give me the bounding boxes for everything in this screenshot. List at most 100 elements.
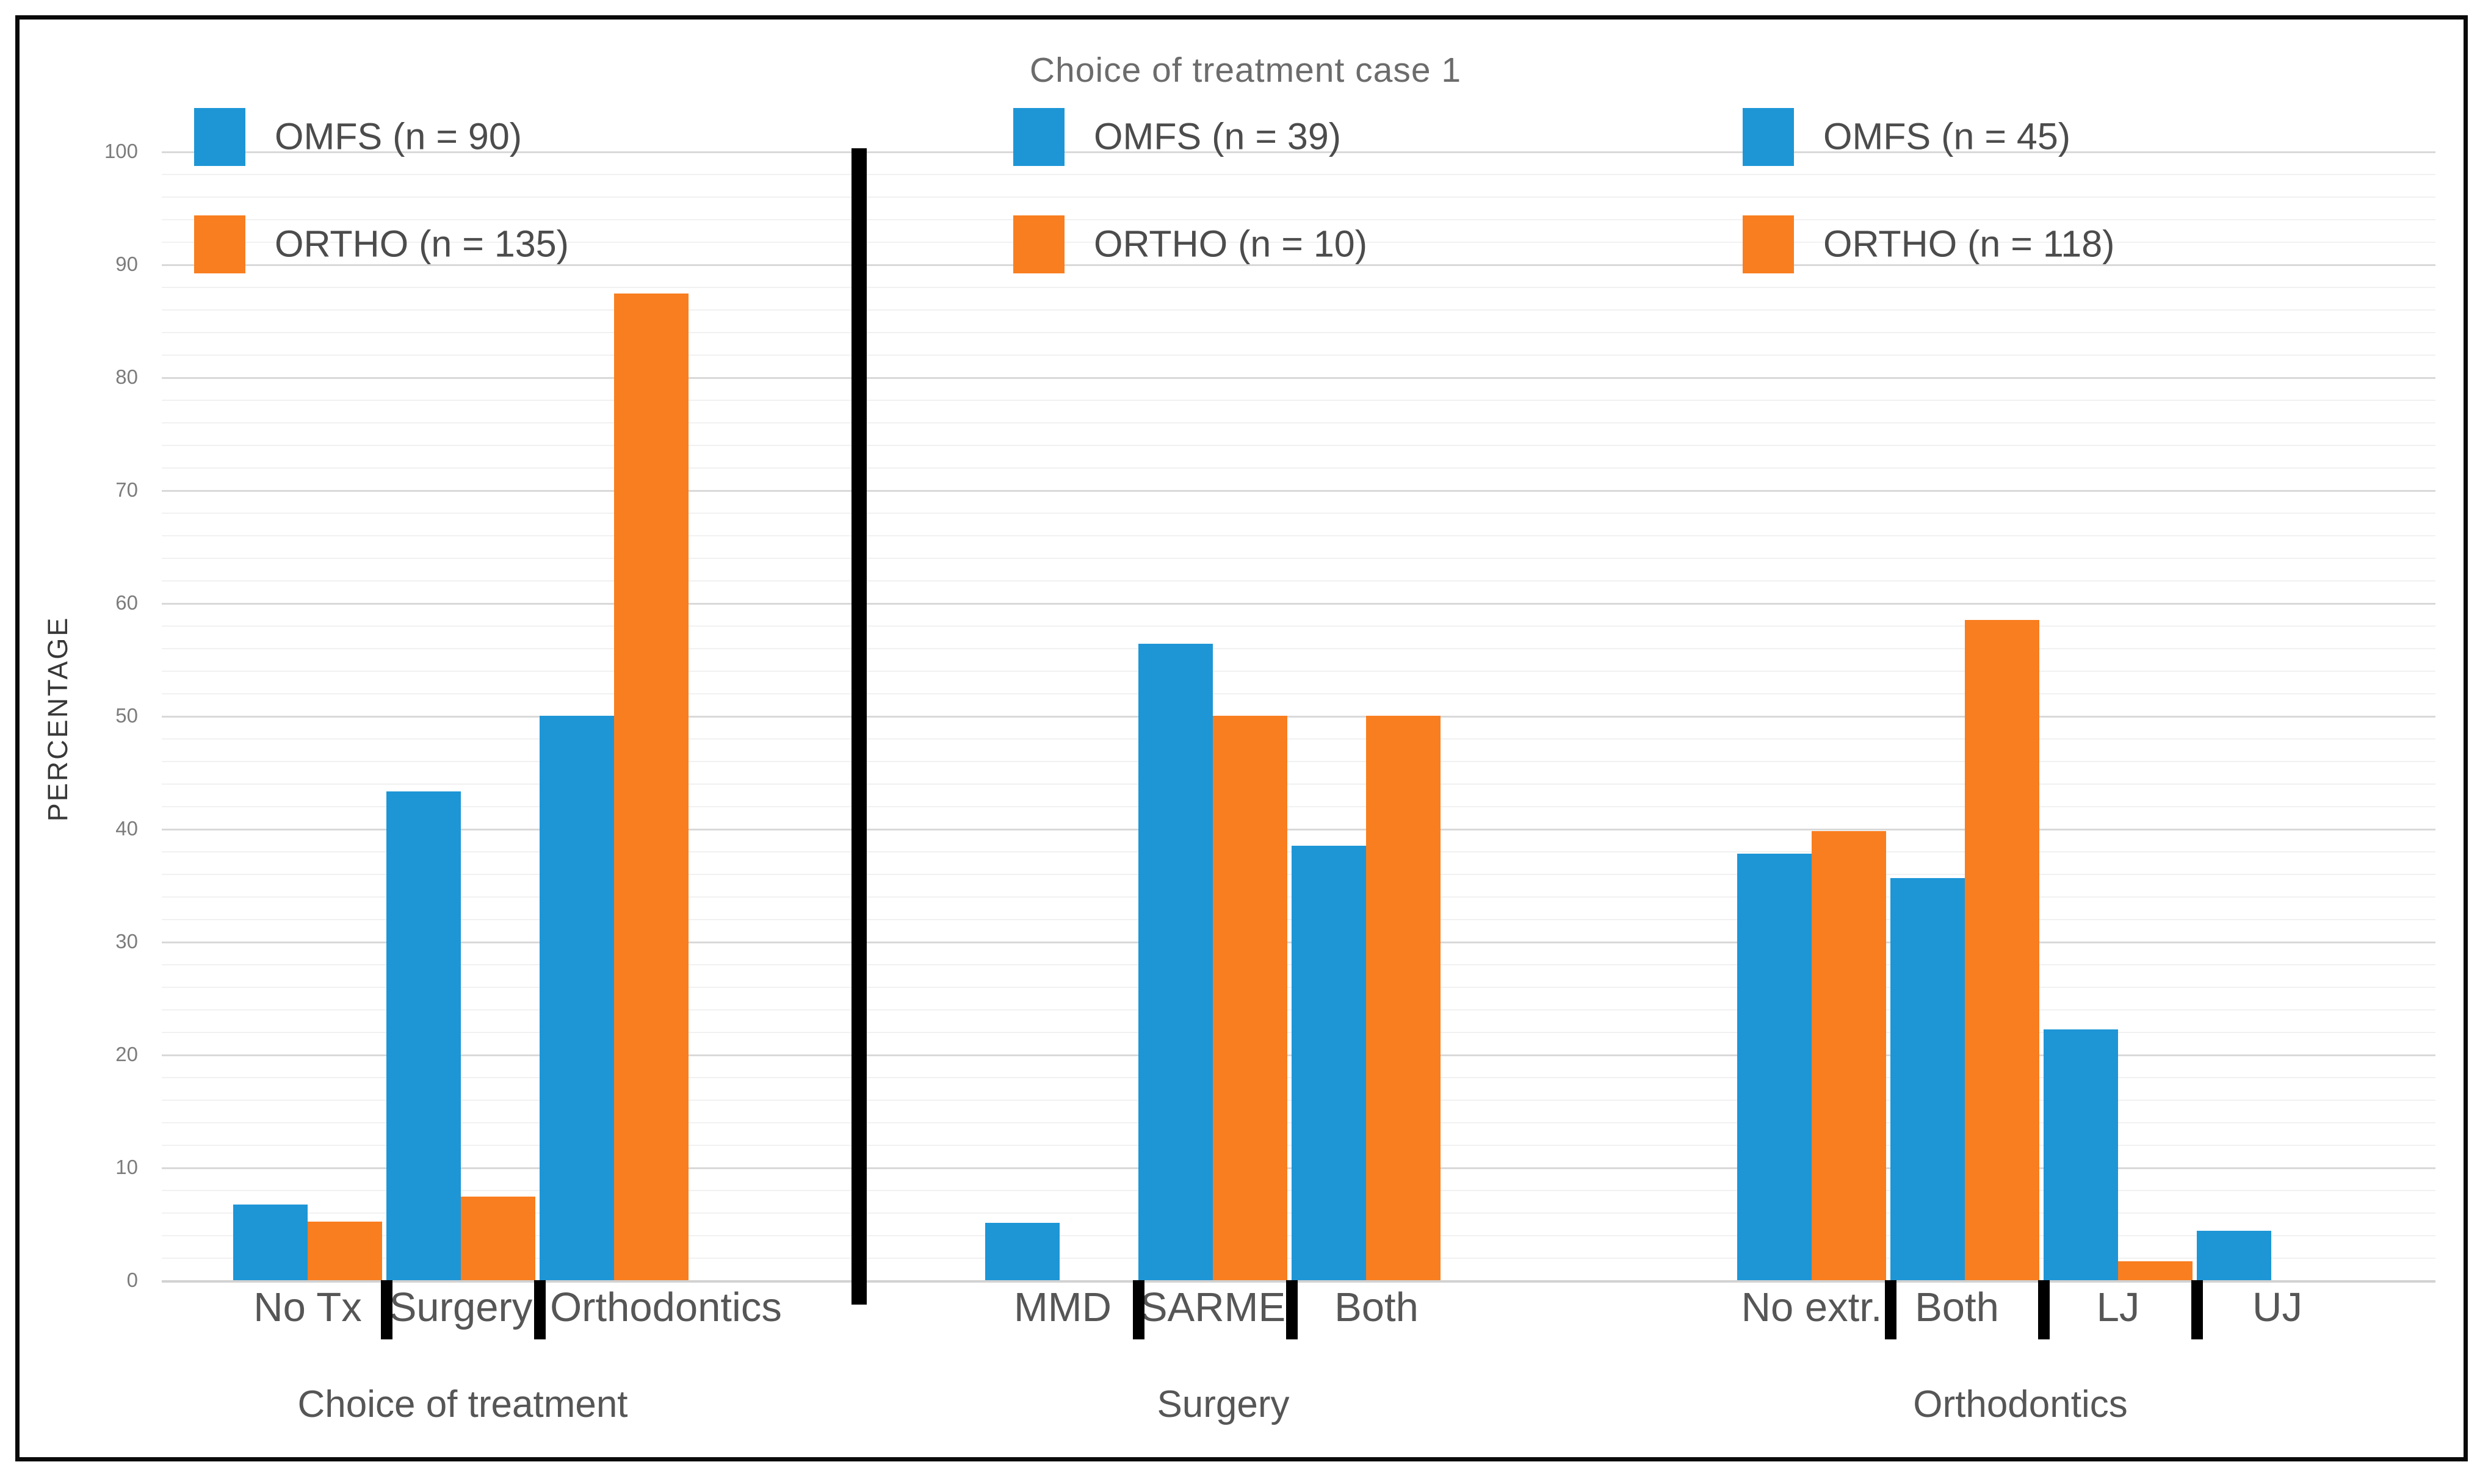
gridline-major-90 xyxy=(162,264,2435,266)
x-axis-line xyxy=(162,1280,2435,1283)
legend-2-row-omfs: OMFS (n = 39) xyxy=(1013,108,1563,166)
y-tick-label-70: 70 xyxy=(115,478,138,501)
gridline-minor-56 xyxy=(162,648,2435,649)
category-label-both: Both xyxy=(1334,1284,1419,1330)
ortho-legend-swatch-icon xyxy=(1743,215,1794,273)
gridline-minor-82 xyxy=(162,355,2435,356)
panel-caption-orthodontics: Orthodontics xyxy=(1913,1383,2128,1425)
y-tick-label-20: 20 xyxy=(115,1043,138,1065)
legend-1-row-ortho: ORTHO (n = 135) xyxy=(194,215,743,273)
bar-ortho-sarme xyxy=(1213,716,1287,1280)
gridline-minor-66 xyxy=(162,535,2435,536)
y-tick-label-80: 80 xyxy=(115,366,138,388)
legend-3-row-omfs: OMFS (n = 45) xyxy=(1743,108,2292,166)
bar-omfs-no-tx xyxy=(233,1205,308,1280)
bar-ortho-no-tx xyxy=(308,1222,382,1280)
gridline-minor-52 xyxy=(162,693,2435,694)
gridline-minor-94 xyxy=(162,219,2435,220)
gridline-minor-88 xyxy=(162,287,2435,288)
category-label-uj: UJ xyxy=(2252,1284,2302,1330)
bar-ortho-orthodontics xyxy=(614,294,689,1280)
omfs-legend-swatch-icon xyxy=(1013,108,1065,166)
y-tick-label-30: 30 xyxy=(115,930,138,953)
legend-label: OMFS (n = 90) xyxy=(275,115,522,157)
legend-label: OMFS (n = 45) xyxy=(1823,115,2071,157)
gridline-minor-92 xyxy=(162,242,2435,243)
gridline-minor-78 xyxy=(162,400,2435,401)
bar-omfs-both xyxy=(1890,878,1965,1280)
panel-caption-surgery: Surgery xyxy=(1157,1383,1290,1425)
category-label-orthodontics: Orthodontics xyxy=(550,1284,782,1330)
bar-omfs-uj xyxy=(2197,1231,2271,1280)
ortho-legend-swatch-icon xyxy=(194,215,245,273)
gridline-minor-42 xyxy=(162,806,2435,807)
gridline-minor-62 xyxy=(162,580,2435,582)
gridline-major-70 xyxy=(162,490,2435,492)
gridline-minor-86 xyxy=(162,309,2435,311)
category-divider-tick xyxy=(2038,1280,2050,1339)
omfs-legend-swatch-icon xyxy=(1743,108,1794,166)
gridline-minor-96 xyxy=(162,196,2435,198)
legend-1-row-omfs: OMFS (n = 90) xyxy=(194,108,743,166)
y-tick-label-40: 40 xyxy=(115,817,138,840)
category-divider-tick xyxy=(2191,1280,2203,1339)
bar-omfs-sarme xyxy=(1138,644,1213,1280)
panel-separator-bar xyxy=(851,148,867,1305)
gridline-minor-64 xyxy=(162,558,2435,559)
y-tick-label-100: 100 xyxy=(104,140,138,162)
gridline-minor-48 xyxy=(162,738,2435,740)
bar-omfs-both xyxy=(1292,846,1366,1280)
category-label-no-extr: No extr. xyxy=(1741,1284,1882,1330)
legend-label: OMFS (n = 39) xyxy=(1094,115,1342,157)
gridline-minor-68 xyxy=(162,513,2435,514)
category-label-both: Both xyxy=(1915,1284,1999,1330)
gridline-minor-44 xyxy=(162,783,2435,785)
omfs-legend-swatch-icon xyxy=(194,108,245,166)
category-divider-tick xyxy=(1133,1280,1144,1339)
category-divider-tick xyxy=(381,1280,392,1339)
legend-label: ORTHO (n = 10) xyxy=(1094,223,1368,265)
ortho-legend-swatch-icon xyxy=(1013,215,1065,273)
legend-label: ORTHO (n = 118) xyxy=(1823,223,2115,265)
gridline-major-40 xyxy=(162,829,2435,830)
bar-omfs-mmd xyxy=(985,1223,1060,1280)
bar-omfs-no-extr xyxy=(1737,854,1812,1280)
y-tick-label-60: 60 xyxy=(115,591,138,614)
category-label-no-tx: No Tx xyxy=(253,1284,362,1330)
gridline-minor-54 xyxy=(162,671,2435,672)
gridline-major-60 xyxy=(162,603,2435,605)
gridline-minor-72 xyxy=(162,467,2435,469)
gridline-minor-98 xyxy=(162,174,2435,175)
bar-ortho-no-extr xyxy=(1812,831,1886,1280)
bar-omfs-surgery xyxy=(386,791,461,1280)
category-label-sarme: SARME xyxy=(1140,1284,1286,1330)
gridline-minor-46 xyxy=(162,761,2435,762)
legend-label: ORTHO (n = 135) xyxy=(275,223,569,265)
gridline-minor-74 xyxy=(162,445,2435,446)
y-tick-label-50: 50 xyxy=(115,704,138,727)
chart-title: Choice of treatment case 1 xyxy=(1029,51,1462,90)
category-label-surgery: Surgery xyxy=(389,1284,533,1330)
y-tick-label-90: 90 xyxy=(115,253,138,275)
category-divider-tick xyxy=(1885,1280,1896,1339)
gridline-minor-84 xyxy=(162,332,2435,333)
category-divider-tick xyxy=(534,1280,546,1339)
y-tick-label-10: 10 xyxy=(115,1156,138,1178)
legend-2-row-ortho: ORTHO (n = 10) xyxy=(1013,215,1563,273)
gridline-minor-58 xyxy=(162,625,2435,627)
bar-omfs-lj xyxy=(2044,1029,2118,1280)
gridline-major-80 xyxy=(162,377,2435,379)
bar-ortho-lj xyxy=(2118,1261,2193,1280)
gridline-major-100 xyxy=(162,151,2435,153)
bar-ortho-surgery xyxy=(461,1197,535,1280)
bar-ortho-both xyxy=(1965,620,2039,1280)
y-tick-label-0: 0 xyxy=(126,1269,138,1291)
bar-omfs-orthodontics xyxy=(540,716,614,1280)
gridline-major-50 xyxy=(162,716,2435,718)
category-label-lj: LJ xyxy=(2096,1284,2140,1330)
panel-caption-choice-of-treatment: Choice of treatment xyxy=(297,1383,628,1425)
gridline-minor-76 xyxy=(162,422,2435,423)
category-label-mmd: MMD xyxy=(1013,1284,1112,1330)
legend-3-row-ortho: ORTHO (n = 118) xyxy=(1743,215,2292,273)
